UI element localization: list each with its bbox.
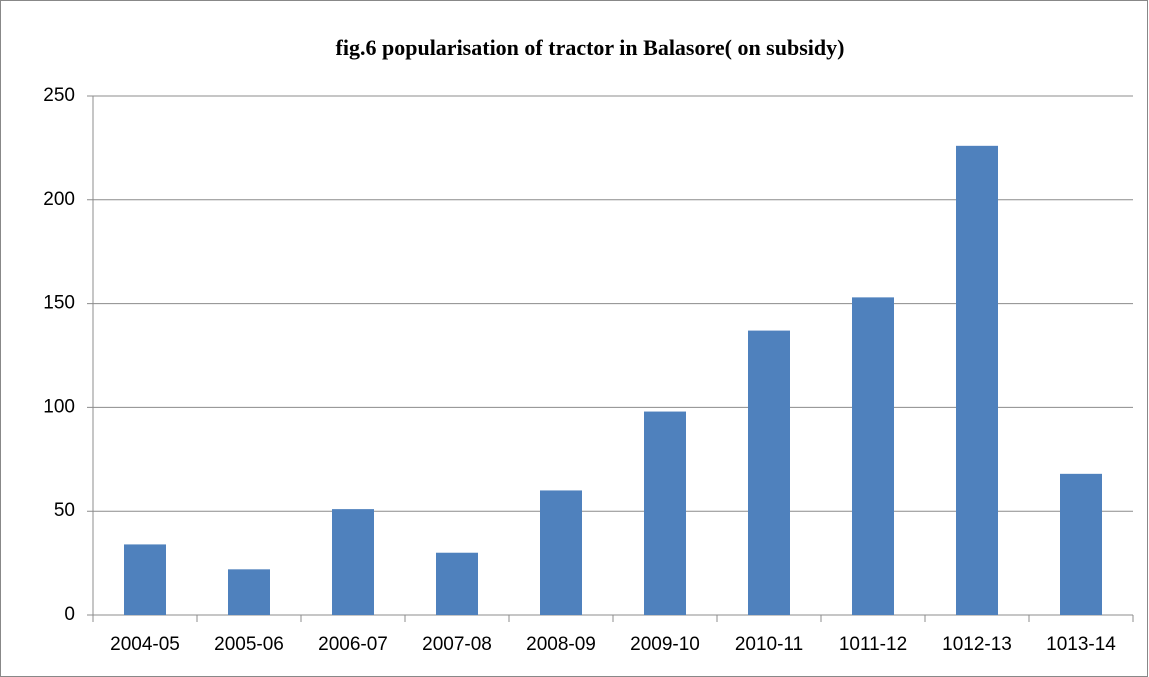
x-tick-label: 2010-11 [735, 634, 803, 655]
bar [124, 544, 166, 615]
bar [1060, 473, 1102, 615]
x-tick-label: 2004-05 [110, 634, 180, 655]
x-tick-label: 1011-12 [839, 634, 907, 655]
y-tick-label: 100 [43, 396, 75, 417]
x-tick-label: 2005-06 [214, 634, 284, 655]
x-tick-label: 2006-07 [318, 634, 388, 655]
x-tick-label: 2009-10 [630, 634, 700, 655]
x-tick-label: 2007-08 [422, 634, 492, 655]
x-tick-label: 1013-14 [1046, 634, 1116, 655]
x-tick-label: 2008-09 [526, 634, 596, 655]
y-tick-label: 250 [43, 85, 75, 106]
bar [540, 490, 582, 615]
bar [332, 509, 374, 615]
bar [748, 330, 790, 615]
chart-title: fig.6 popularisation of tractor in Balas… [336, 35, 845, 60]
bar [852, 297, 894, 615]
y-tick-label: 200 [43, 189, 75, 210]
y-tick-label: 150 [43, 293, 75, 314]
x-tick-label: 1012-13 [942, 634, 1012, 655]
bar [436, 552, 478, 615]
bar [228, 569, 270, 615]
y-tick-label: 0 [64, 604, 75, 625]
y-tick-label: 50 [54, 500, 75, 521]
bar [644, 411, 686, 615]
bar [956, 145, 998, 615]
